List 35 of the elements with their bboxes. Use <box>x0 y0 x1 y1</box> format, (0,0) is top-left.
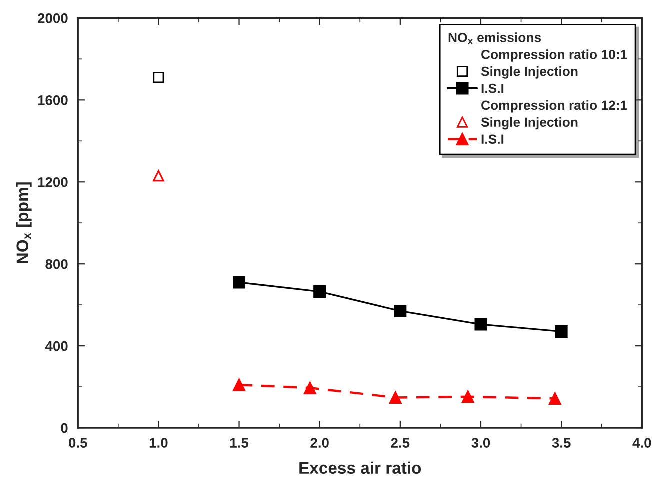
x-axis-title: Excess air ratio <box>300 462 422 474</box>
x-tick-label: 4.0 <box>632 438 652 448</box>
x-tick-label: 0.5 <box>69 438 88 448</box>
point <box>389 391 402 404</box>
annotation: Compression ratio 10:1 <box>482 50 628 62</box>
x-tick-label: 2.0 <box>310 438 329 448</box>
legend-label: Single Injection <box>481 66 578 79</box>
point <box>314 286 326 298</box>
x-tick-label: 3.0 <box>472 438 490 448</box>
point <box>462 390 474 404</box>
y-tick-label: 400 <box>45 341 68 352</box>
y-tick-label: 2000 <box>38 14 68 24</box>
y-tick-label: 1200 <box>38 177 68 188</box>
point <box>153 170 164 182</box>
legend-label: I.S.I <box>482 84 504 94</box>
point <box>304 382 316 394</box>
point <box>394 304 407 318</box>
x-tick-label: 1.0 <box>150 438 168 448</box>
y-tick-label: 800 <box>46 259 68 270</box>
x-tick-label: 1.5 <box>230 438 249 448</box>
point <box>233 276 246 289</box>
point <box>233 378 246 392</box>
legend-label: Single Injection <box>481 117 578 130</box>
y-tick-label: 0 <box>61 423 68 434</box>
point <box>555 325 568 338</box>
point <box>548 392 562 405</box>
point <box>474 318 488 331</box>
annotation: Compression ratio 12:1 <box>482 100 628 113</box>
legend-title: NO$_{x}$ emissions <box>448 32 542 44</box>
y-tick-label: 1600 <box>38 96 68 106</box>
y-axis-title: NO$_{x}$ [ppm] <box>16 182 32 264</box>
point <box>153 72 164 84</box>
x-tick-label: 2.5 <box>391 438 410 448</box>
legend-label: I.S.I <box>482 134 504 144</box>
x-tick-label: 3.5 <box>552 438 571 448</box>
